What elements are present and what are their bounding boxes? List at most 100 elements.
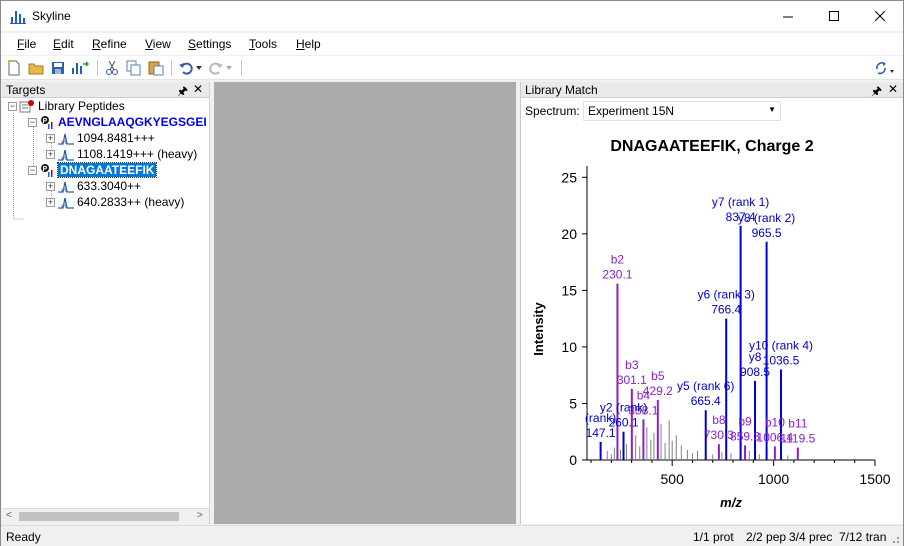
menu-settings[interactable]: Settings	[188, 37, 232, 51]
status-peptides: 2/2 pep	[746, 530, 787, 544]
skyline-app-icon	[10, 11, 26, 24]
b-ion-label: b3	[625, 358, 639, 372]
maximize-button[interactable]	[811, 1, 857, 31]
pin-icon[interactable]: 🖈	[871, 84, 883, 98]
tree-node-peptide-2[interactable]: − P DNAGAATEEFIK	[28, 162, 158, 178]
menu-refine[interactable]: Refine	[92, 37, 127, 51]
menu-file[interactable]: File	[17, 37, 37, 51]
precursor-peak-icon	[58, 149, 74, 161]
precursor-label: 633.3040++	[77, 179, 142, 193]
new-document-button[interactable]	[5, 59, 23, 77]
scroll-right-icon[interactable]: >	[197, 510, 203, 521]
save-button[interactable]	[49, 59, 67, 77]
undo-icon	[179, 62, 193, 75]
y-tick-label: 20	[561, 226, 577, 242]
spectrum-plot: DNAGAATEEFIK, Charge 2 Intensity m/z 0 5 1…	[531, 138, 891, 510]
b-ion-label: b9	[738, 414, 752, 428]
peptide-label: AEVNGLAAQGKYEGSGEI	[58, 115, 207, 129]
redo-dropdown[interactable]	[224, 59, 234, 77]
y-ion-label: y6 (rank 3)	[698, 288, 755, 302]
integrate-all-button[interactable]	[873, 59, 895, 77]
sync-arrows-icon	[876, 62, 894, 75]
scroll-left-icon[interactable]: <	[6, 510, 12, 521]
minimize-button[interactable]	[765, 1, 811, 31]
y-ion-mz-label: 837.4	[726, 210, 756, 224]
b-ion-mz-label: 429.2	[643, 384, 673, 398]
y-tick-label: 10	[561, 339, 577, 355]
selected-peptide-label: DNAGAATEEFIK	[56, 162, 158, 178]
y-ion-mz-label: 665.4	[691, 394, 721, 408]
tree-node-peptide-1[interactable]: − P AEVNGLAAQGKYEGSGEI	[28, 114, 207, 130]
library-match-pane: Library Match 🖈 ✕ Spectrum: Experiment 1…	[520, 82, 903, 524]
status-proteins: 1/1 prot	[693, 530, 734, 544]
menu-help[interactable]: Help	[296, 37, 321, 51]
status-transitions: 7/12 tran	[839, 530, 887, 544]
toolbar	[1, 56, 903, 80]
b-ion-label: b11	[788, 417, 807, 431]
tree-node-precursor[interactable]: + 640.2833++ (heavy)	[46, 194, 184, 210]
y-ion-mz-label: 1036.5	[763, 354, 800, 368]
pin-icon[interactable]: 🖈	[177, 84, 189, 98]
collapse-toggle[interactable]: −	[28, 116, 37, 127]
expand-toggle[interactable]: +	[46, 196, 55, 207]
window-title: Skyline	[32, 9, 71, 23]
spectrum-chart: DNAGAATEEFIK, Charge 2 Intensity m/z 0 5 1…	[521, 124, 903, 522]
spectrum-dropdown[interactable]: Experiment 15N ▼	[583, 101, 781, 121]
peptide-list-icon	[19, 100, 34, 113]
tree-node-precursor[interactable]: + 1094.8481+++	[46, 130, 155, 146]
scroll-thumb[interactable]	[19, 512, 179, 521]
chevron-down-icon	[195, 65, 202, 70]
cut-button[interactable]	[103, 59, 121, 77]
tree-label-root: Library Peptides	[38, 99, 125, 113]
menu-tools[interactable]: Tools	[249, 37, 278, 51]
close-window-button[interactable]	[857, 1, 903, 31]
maximize-icon	[828, 10, 839, 21]
y-ion-label: (rank)	[585, 411, 616, 425]
menu-bar: File Edit Refine View Settings Tools Help	[1, 33, 903, 55]
spectrum-value: Experiment 15N	[588, 104, 675, 118]
close-pane-icon[interactable]: ✕	[193, 82, 204, 96]
copy-button[interactable]	[125, 59, 143, 77]
scissors-icon	[106, 60, 118, 75]
b-ion-label: b8	[712, 413, 726, 427]
paste-button[interactable]	[147, 59, 165, 77]
peptide-icon: P	[41, 116, 53, 129]
y-ion-mz-label: 260.1	[609, 416, 639, 430]
save-icon	[52, 62, 64, 74]
menu-view[interactable]: View	[145, 37, 171, 51]
collapse-toggle[interactable]: −	[28, 164, 37, 175]
expand-toggle[interactable]: +	[46, 132, 55, 143]
tree-node-library-peptides[interactable]: − Library Peptides	[8, 98, 125, 114]
chevron-down-icon: ▼	[768, 105, 776, 114]
tree-node-precursor[interactable]: + 633.3040++	[46, 178, 141, 194]
tree-node-precursor[interactable]: + 1108.1419+++ (heavy)	[46, 146, 197, 162]
status-bar: Ready 1/1 prot 2/2 pep 3/4 prec 7/12 tra…	[1, 525, 903, 546]
toolbar-separator	[97, 60, 98, 76]
menu-edit[interactable]: Edit	[53, 37, 74, 51]
close-pane-icon[interactable]: ✕	[888, 82, 899, 96]
x-axis-label: m/z	[720, 495, 742, 510]
b-ion-label: b2	[611, 253, 625, 267]
redo-button[interactable]	[207, 59, 225, 77]
svg-text:P: P	[43, 166, 48, 173]
undo-button[interactable]	[177, 59, 195, 77]
undo-dropdown[interactable]	[194, 59, 204, 77]
precursor-peak-icon	[58, 133, 74, 145]
import-results-button[interactable]	[71, 59, 89, 77]
precursor-label: 640.2833++ (heavy)	[77, 195, 185, 209]
library-match-title: Library Match	[525, 83, 598, 97]
spectrum-label: Spectrum:	[525, 104, 580, 118]
toolbar-separator	[241, 60, 242, 76]
collapse-toggle[interactable]: −	[8, 100, 17, 111]
expand-toggle[interactable]: +	[46, 180, 55, 191]
y-tick-label: 5	[569, 395, 577, 411]
targets-horizontal-scrollbar[interactable]: < >	[2, 508, 209, 524]
open-button[interactable]	[27, 59, 45, 77]
library-match-header: Library Match 🖈 ✕	[521, 82, 903, 98]
open-folder-icon	[28, 63, 44, 75]
resize-grip-icon[interactable]	[889, 533, 901, 545]
new-file-icon	[8, 60, 20, 76]
expand-toggle[interactable]: +	[46, 148, 55, 159]
y-ion-label: y8 (rank 2)	[738, 211, 795, 225]
precursor-label: 1108.1419+++ (heavy)	[77, 147, 198, 161]
